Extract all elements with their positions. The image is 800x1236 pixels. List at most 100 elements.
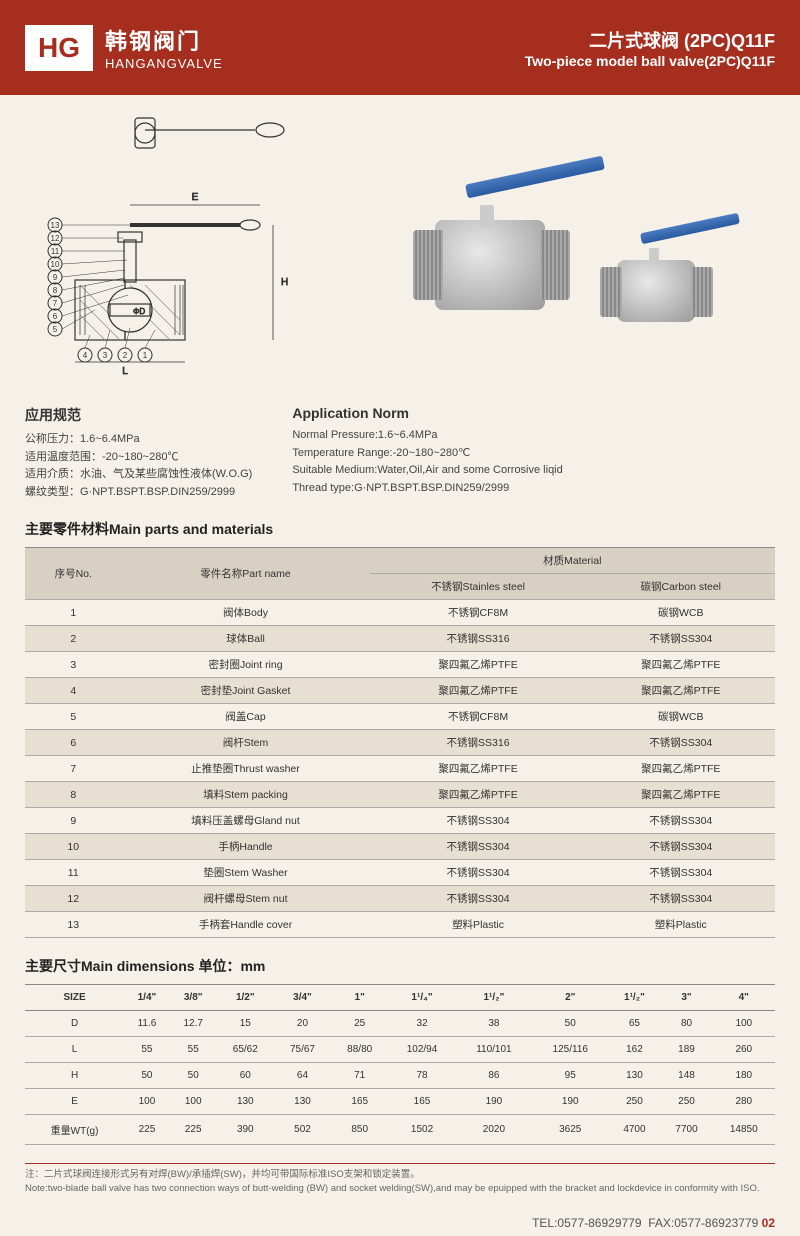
table-cell: L [25,1037,124,1063]
table-cell: 球体Ball [122,626,370,652]
table-cell: H [25,1063,124,1089]
table-cell: 130 [274,1089,331,1115]
table-cell: 阀杆螺母Stem nut [122,886,370,912]
table-cell: 12 [25,886,122,912]
spec-line: Temperature Range:-20~180~280℃ [292,445,562,463]
svg-text:5: 5 [53,325,58,334]
table-cell: 110/101 [456,1037,532,1063]
table-cell: 2 [25,626,122,652]
table-cell: 95 [532,1063,608,1089]
table-cell: 250 [660,1089,712,1115]
svg-text:10: 10 [51,260,60,269]
footnote: 注：二片式球阀连接形式另有对焊(BW)/承插焊(SW)，并均可带国际标准ISO支… [25,1163,775,1195]
specs-english: Application Norm Normal Pressure:1.6~6.4… [292,405,562,501]
table-cell: 不锈钢SS304 [587,626,775,652]
table-cell: 不锈钢SS304 [370,886,587,912]
svg-text:9: 9 [53,273,58,282]
table-cell: 聚四氟乙烯PTFE [587,756,775,782]
table-cell: 聚四氟乙烯PTFE [587,678,775,704]
table-cell: 13 [25,912,122,938]
table-cell: 60 [217,1063,274,1089]
table-cell: 1 [25,600,122,626]
table-row: 3密封圈Joint ring聚四氟乙烯PTFE聚四氟乙烯PTFE [25,652,775,678]
table-cell: 不锈钢SS304 [587,730,775,756]
dim-header: 1¹/₄" [388,985,455,1011]
table-cell: 260 [713,1037,775,1063]
note-chinese: 注：二片式球阀连接形式另有对焊(BW)/承插焊(SW)，并均可带国际标准ISO支… [25,1168,775,1181]
table-cell: 聚四氟乙烯PTFE [370,782,587,808]
table-cell: 65 [608,1011,660,1037]
svg-text:E: E [192,192,199,203]
table-row: 12阀杆螺母Stem nut不锈钢SS304不锈钢SS304 [25,886,775,912]
table-cell: 15 [217,1011,274,1037]
dim-header: 1¹/₂" [456,985,532,1011]
table-cell: D [25,1011,124,1037]
parts-header-no: 序号No. [25,548,122,600]
dim-header: 1/2" [217,985,274,1011]
table-cell: 55 [124,1037,170,1063]
table-cell: 3625 [532,1115,608,1145]
parts-header-stainless: 不锈钢Stainles steel [370,574,587,600]
svg-text:4: 4 [83,351,88,360]
table-cell: 78 [388,1063,455,1089]
table-cell: 重量WT(g) [25,1115,124,1145]
table-cell: 75/67 [274,1037,331,1063]
table-cell: 5 [25,704,122,730]
table-cell: 4700 [608,1115,660,1145]
svg-text:2: 2 [123,351,128,360]
logo: HG [25,25,93,71]
table-cell: 50 [170,1063,217,1089]
table-cell: 不锈钢SS304 [587,886,775,912]
table-row: 4密封垫Joint Gasket聚四氟乙烯PTFE聚四氟乙烯PTFE [25,678,775,704]
dim-header: 4" [713,985,775,1011]
parts-header-material: 材质Material [370,548,775,574]
footer-fax: FAX:0577-86923779 [648,1216,758,1230]
table-cell: 6 [25,730,122,756]
table-cell: 100 [713,1011,775,1037]
table-cell: 11.6 [124,1011,170,1037]
dims-section-title: 主要尺寸Main dimensions 单位：mm [25,956,775,976]
table-cell: 密封垫Joint Gasket [122,678,370,704]
specs-en-title: Application Norm [292,405,562,421]
dim-header: 3/8" [170,985,217,1011]
table-row: 8填料Stem packing聚四氟乙烯PTFE聚四氟乙烯PTFE [25,782,775,808]
table-row: 7止推垫圈Thrust washer聚四氟乙烯PTFE聚四氟乙烯PTFE [25,756,775,782]
dim-header: 1/4" [124,985,170,1011]
specs-cn-title: 应用规范 [25,405,252,425]
table-cell: 130 [608,1063,660,1089]
table-cell: 14850 [713,1115,775,1145]
table-cell: 碳钢WCB [587,704,775,730]
table-row: 2球体Ball不锈钢SS316不锈钢SS304 [25,626,775,652]
svg-text:6: 6 [53,312,58,321]
table-cell: 38 [456,1011,532,1037]
top-section: L E H ΦD 13 12 11 10 9 8 7 6 5 [25,110,775,390]
table-cell: 不锈钢SS304 [370,860,587,886]
table-cell: 3 [25,652,122,678]
table-cell: 阀盖Cap [122,704,370,730]
table-cell: 12.7 [170,1011,217,1037]
table-cell: 32 [388,1011,455,1037]
table-cell: 7700 [660,1115,712,1145]
table-cell: 聚四氟乙烯PTFE [370,678,587,704]
table-cell: 189 [660,1037,712,1063]
parts-table: 序号No. 零件名称Part name 材质Material 不锈钢Stainl… [25,547,775,938]
spec-line: Normal Pressure:1.6~6.4MPa [292,427,562,445]
title-english: Two-piece model ball valve(2PC)Q11F [525,53,775,69]
table-cell: 100 [124,1089,170,1115]
parts-header-name: 零件名称Part name [122,548,370,600]
svg-text:ΦD: ΦD [133,307,145,316]
table-cell: 不锈钢CF8M [370,600,587,626]
table-cell: 71 [331,1063,388,1089]
table-cell: 162 [608,1037,660,1063]
table-cell: 不锈钢CF8M [370,704,587,730]
valve-large-photo [405,160,585,340]
table-cell: 850 [331,1115,388,1145]
footer-tel: TEL:0577-86929779 [532,1216,641,1230]
table-cell: 50 [124,1063,170,1089]
table-row: 1阀体Body不锈钢CF8M碳钢WCB [25,600,775,626]
table-cell: 1502 [388,1115,455,1145]
table-cell: 86 [456,1063,532,1089]
spec-line: Suitable Medium:Water,Oil,Air and some C… [292,462,562,480]
table-cell: 80 [660,1011,712,1037]
table-row: 重量WT(g)225225390502850150220203625470077… [25,1115,775,1145]
